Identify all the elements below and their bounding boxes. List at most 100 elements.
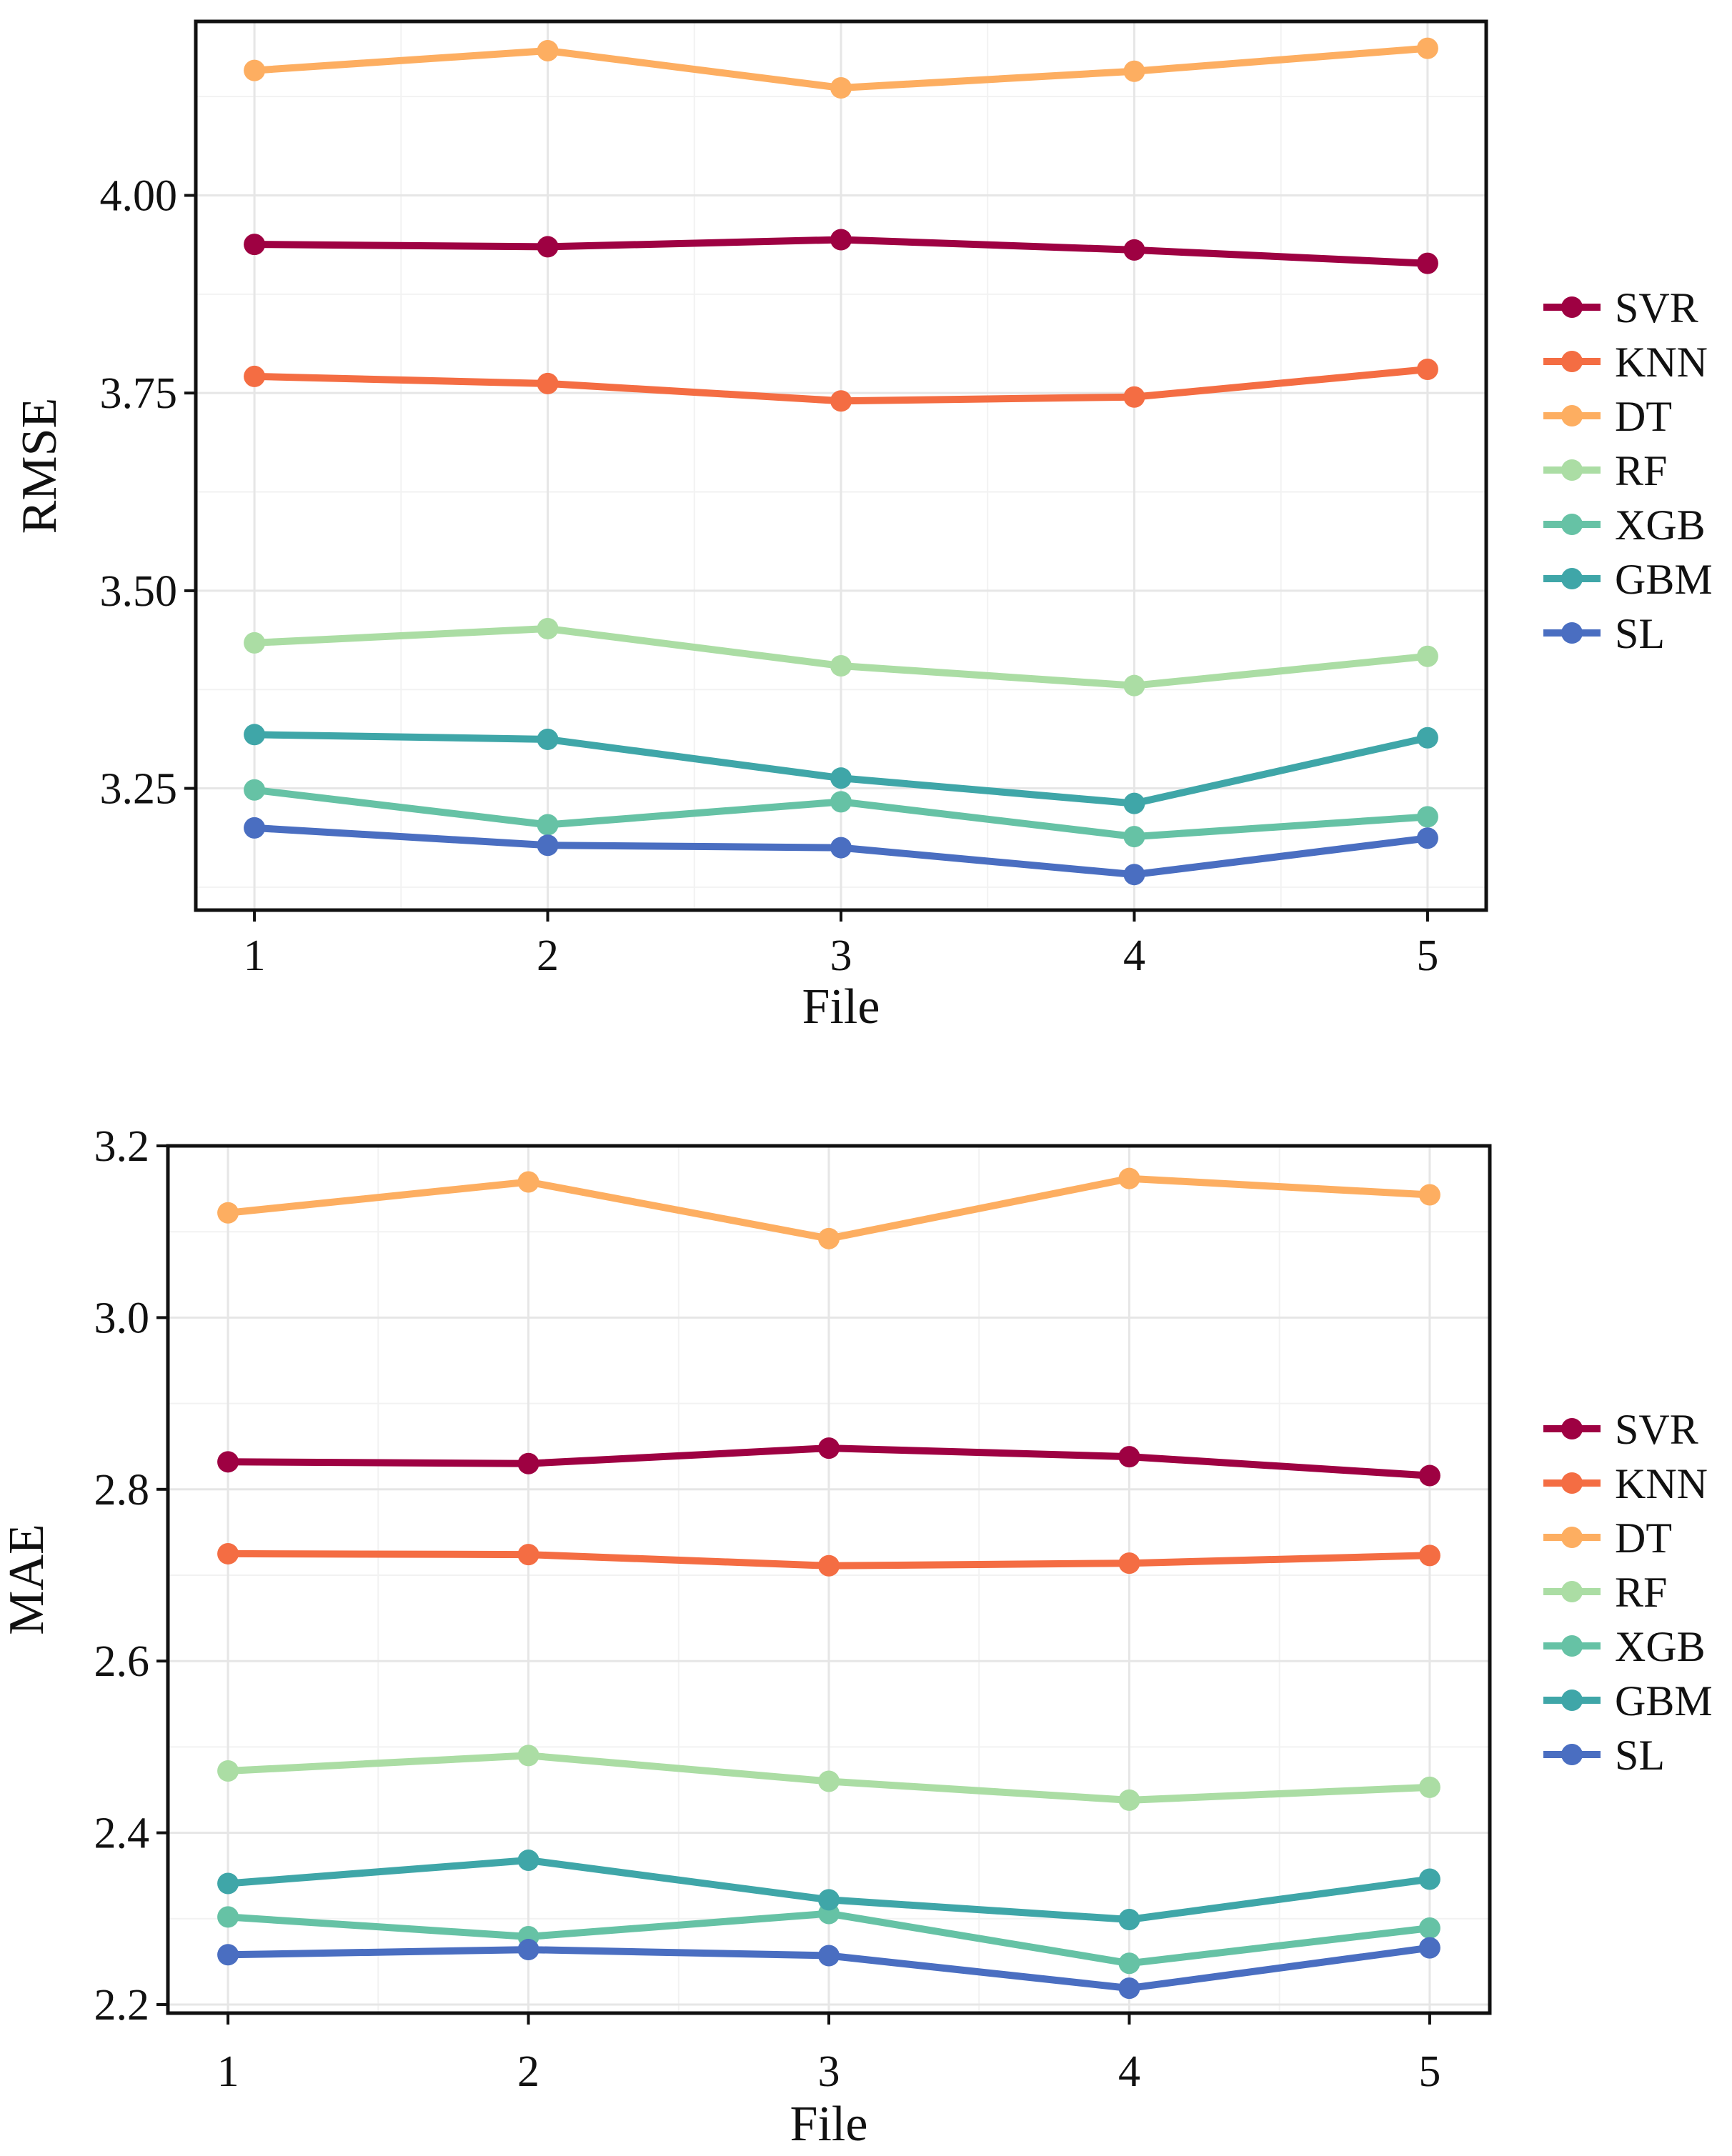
rmse-legend: SVR KNN DT RF XGB GBM SL	[1543, 284, 1713, 657]
rmse-point-gbm	[537, 728, 559, 750]
rmse-legend-key-point	[1561, 405, 1583, 426]
mae-series-rf	[217, 1745, 1440, 1811]
rmse-point-knn	[1416, 358, 1438, 380]
mae-legend-key-point	[1561, 1418, 1583, 1439]
mae-legend-label: KNN	[1615, 1460, 1708, 1507]
mae-y-tick-label: 2.4	[94, 1810, 150, 1858]
rmse-series-svr	[244, 229, 1438, 274]
mae-point-rf	[1118, 1789, 1140, 1811]
rmse-y-tick-label: 3.50	[100, 567, 178, 616]
mae-legend-item-sl: SL	[1543, 1732, 1665, 1779]
rmse-x-tick-label: 3	[830, 932, 852, 980]
rmse-series-knn	[244, 358, 1438, 412]
mae-point-svr	[1118, 1446, 1140, 1468]
rmse-point-rf	[1416, 645, 1438, 667]
rmse-legend-label: RF	[1615, 447, 1667, 494]
rmse-legend-item-sl: SL	[1543, 610, 1665, 657]
rmse-point-gbm	[1123, 792, 1145, 814]
mae-y-tick-label: 3.2	[94, 1122, 150, 1171]
mae-point-xgb	[1118, 1952, 1140, 1975]
rmse-legend-label: SL	[1615, 610, 1665, 657]
rmse-point-svr	[1123, 239, 1145, 261]
rmse-x-axis-title: File	[802, 979, 880, 1034]
mae-point-knn	[818, 1554, 840, 1577]
mae-legend-key-point	[1561, 1581, 1583, 1602]
rmse-legend-label: DT	[1615, 393, 1672, 440]
rmse-y-tick-label: 4.00	[100, 171, 178, 220]
mae-legend-item-svr: SVR	[1543, 1406, 1698, 1453]
rmse-legend-key-point	[1561, 351, 1583, 372]
mae-series-gbm	[217, 1850, 1440, 1930]
rmse-point-sl	[1123, 864, 1145, 886]
rmse-legend-label: SVR	[1615, 284, 1698, 331]
rmse-legend-key-point	[1561, 568, 1583, 589]
rmse-x-tick-label: 1	[244, 932, 266, 980]
rmse-point-knn	[244, 365, 266, 387]
rmse-legend-item-knn: KNN	[1543, 339, 1708, 386]
rmse-point-sl	[244, 817, 266, 839]
rmse-point-gbm	[244, 724, 266, 746]
rmse-point-xgb	[244, 779, 266, 801]
rmse-point-dt	[1416, 37, 1438, 59]
rmse-point-rf	[1123, 674, 1145, 697]
rmse-point-xgb	[830, 791, 852, 813]
rmse-series-gbm	[244, 724, 1438, 814]
rmse-point-sl	[1416, 827, 1438, 849]
mae-x-tick-label: 3	[818, 2047, 840, 2096]
mae-legend-label: GBM	[1615, 1677, 1713, 1725]
mae-legend-item-gbm: GBM	[1543, 1677, 1713, 1725]
mae-y-tick-label: 2.2	[94, 1981, 150, 2030]
rmse-point-sl	[830, 837, 852, 859]
mae-legend-item-rf: RF	[1543, 1569, 1667, 1616]
rmse-point-xgb	[1123, 826, 1145, 848]
mae-legend-label: DT	[1615, 1514, 1672, 1562]
rmse-series-sl	[244, 817, 1438, 886]
mae-x-tick-label: 4	[1118, 2047, 1140, 2096]
mae-point-dt	[517, 1171, 539, 1193]
mae-point-svr	[217, 1451, 239, 1473]
rmse-x-tick-label: 5	[1416, 932, 1438, 980]
rmse-legend-label: GBM	[1615, 556, 1713, 603]
rmse-point-svr	[244, 234, 266, 256]
mae-legend-item-knn: KNN	[1543, 1460, 1708, 1507]
rmse-point-svr	[830, 229, 852, 251]
rmse-point-rf	[537, 617, 559, 639]
mae-point-gbm	[217, 1872, 239, 1895]
rmse-point-xgb	[537, 814, 559, 836]
mae-point-dt	[818, 1227, 840, 1249]
rmse-point-dt	[1123, 60, 1145, 82]
mae-point-xgb	[217, 1906, 239, 1928]
rmse-legend-key-point	[1561, 459, 1583, 481]
rmse-series-rf	[244, 617, 1438, 697]
rmse-point-knn	[830, 390, 852, 412]
rmse-point-svr	[1416, 252, 1438, 274]
mae-point-knn	[517, 1544, 539, 1566]
rmse-y-tick-label: 3.25	[100, 765, 178, 814]
mae-point-dt	[217, 1202, 239, 1224]
mae-legend-key-point	[1561, 1527, 1583, 1548]
mae-legend-label: XGB	[1615, 1623, 1706, 1670]
rmse-chart: 3.25 3.50 3.75 4.00 1 2 3 4 5 File RMSE SVR KNN DT RF X…	[12, 19, 1713, 1034]
rmse-series-xgb	[244, 779, 1438, 848]
mae-y-tick-label: 3.0	[94, 1294, 150, 1342]
mae-x-tick-label: 2	[517, 2047, 539, 2096]
mae-series-sl	[217, 1937, 1440, 2000]
mae-x-tick-label: 1	[217, 2047, 239, 2096]
rmse-legend-item-rf: RF	[1543, 447, 1667, 494]
mae-point-knn	[1418, 1544, 1440, 1567]
rmse-legend-label: KNN	[1615, 339, 1708, 386]
mae-point-sl	[517, 1939, 539, 1961]
mae-point-svr	[517, 1452, 539, 1474]
mae-point-gbm	[517, 1850, 539, 1872]
mae-x-tick-label: 5	[1418, 2047, 1440, 2096]
rmse-x-tick-label: 2	[537, 932, 559, 980]
rmse-point-rf	[830, 655, 852, 677]
mae-point-sl	[818, 1945, 840, 1967]
mae-point-sl	[1118, 1977, 1140, 2000]
rmse-point-svr	[537, 236, 559, 258]
mae-point-sl	[217, 1944, 239, 1966]
rmse-legend-item-svr: SVR	[1543, 284, 1698, 331]
mae-legend-key-point	[1561, 1635, 1583, 1657]
rmse-point-gbm	[1416, 727, 1438, 749]
rmse-point-rf	[244, 632, 266, 654]
